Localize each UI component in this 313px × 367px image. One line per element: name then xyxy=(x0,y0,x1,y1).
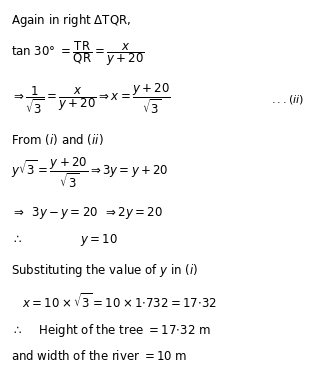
Text: $...({ii})$: $...({ii})$ xyxy=(270,92,304,106)
Text: From $(i)$ and $(ii)$: From $(i)$ and $(ii)$ xyxy=(11,132,104,147)
Text: $\therefore \qquad\qquad\quad y = 10$: $\therefore \qquad\qquad\quad y = 10$ xyxy=(11,232,118,248)
Text: $\Rightarrow \;\; 3y - y = 20 \;\; \Rightarrow 2y = 20$: $\Rightarrow \;\; 3y - y = 20 \;\; \Righ… xyxy=(11,205,163,221)
Text: tan 30° $= \dfrac{\mathrm{TR}}{\mathrm{QR}} = \dfrac{x}{y+20}$: tan 30° $= \dfrac{\mathrm{TR}}{\mathrm{Q… xyxy=(11,39,145,68)
Text: $y\sqrt{3} = \dfrac{y+20}{\sqrt{3}} \Rightarrow 3y = y+20$: $y\sqrt{3} = \dfrac{y+20}{\sqrt{3}} \Rig… xyxy=(11,155,168,190)
Text: $\Rightarrow \dfrac{1}{\sqrt{3}} = \dfrac{x}{y+20} \Rightarrow x = \dfrac{y+20}{: $\Rightarrow \dfrac{1}{\sqrt{3}} = \dfra… xyxy=(11,82,171,116)
Text: $\quad x = 10 \times \sqrt{3} = 10 \times 1{\cdot}732 = 17{\cdot}32$: $\quad x = 10 \times \sqrt{3} = 10 \time… xyxy=(11,292,217,311)
Text: $\therefore \quad$ Height of the tree $= 17{\cdot}32$ m: $\therefore \quad$ Height of the tree $=… xyxy=(11,322,211,339)
Text: Again in right $\Delta$TQR,: Again in right $\Delta$TQR, xyxy=(11,12,131,29)
Text: Substituting the value of $y$ in $(i)$: Substituting the value of $y$ in $(i)$ xyxy=(11,262,198,279)
Text: and width of the river $= 10$ m: and width of the river $= 10$ m xyxy=(11,349,187,363)
